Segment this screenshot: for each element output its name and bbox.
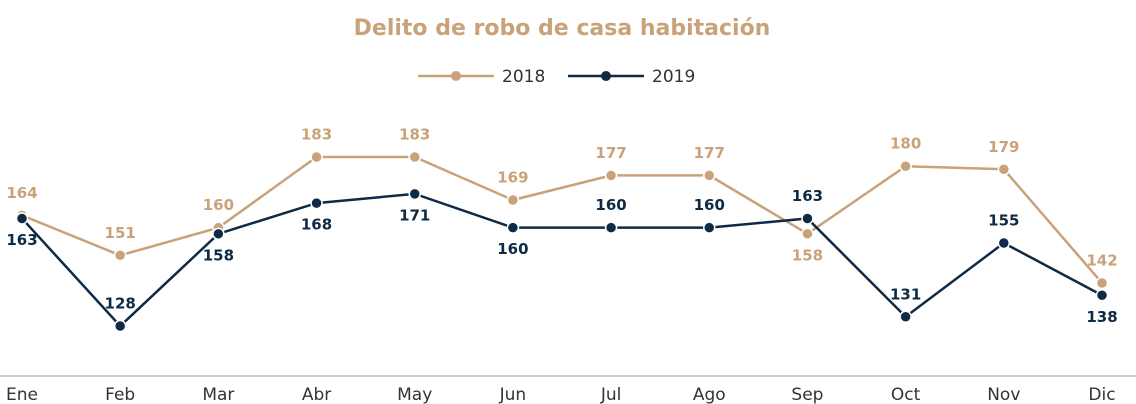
x-tick-label: Abr [302,385,331,404]
point [604,221,618,234]
data-label: 155 [988,212,1019,230]
x-tick-label: May [397,385,432,404]
point [703,221,716,234]
data-label: 160 [497,240,528,258]
x-tick-label: Oct [891,385,921,404]
x-tick-label: Feb [105,385,135,404]
data-label: 163 [6,231,37,249]
data-label: 158 [792,246,823,264]
point [310,150,323,164]
x-tick-label: Ene [6,385,38,404]
point [604,169,618,182]
point [899,310,912,324]
data-label: 142 [1086,251,1117,269]
point [212,227,225,241]
data-label: 183 [399,126,430,144]
data-label: 160 [203,196,234,214]
point [801,227,814,241]
data-label: 168 [301,216,332,234]
point [113,319,127,333]
point [997,163,1011,176]
point [506,221,520,234]
x-tick-label: Ago [693,385,726,404]
data-label: 160 [694,196,725,214]
series-line [21,155,1103,284]
data-label: 138 [1086,308,1117,326]
chart-title: Delito de robo de casa habitación [354,16,771,41]
data-label: 169 [497,169,528,187]
x-tick-label: Jul [600,385,622,404]
point [310,196,323,210]
legend-marker [601,71,611,81]
point [15,212,29,225]
x-tick-label: Jun [499,385,527,404]
series-line [21,192,1103,328]
data-label: 171 [399,206,430,224]
data-label: 160 [595,196,626,214]
data-label: 158 [203,246,234,264]
legend-label: 2018 [502,67,545,87]
data-label: 177 [694,144,725,162]
point [1095,289,1109,302]
data-label: 131 [890,285,921,303]
data-label: 179 [988,138,1019,156]
x-tick-label: Dic [1088,385,1115,404]
data-label: 151 [105,224,136,242]
legend-marker [451,71,461,81]
x-tick-label: Nov [987,385,1020,404]
point [506,193,520,207]
data-label: 164 [6,184,37,202]
legend-label: 2019 [652,67,695,87]
point [408,150,421,164]
data-label: 180 [890,135,921,153]
point [113,249,127,262]
point [703,169,716,182]
x-tick-label: Sep [791,385,823,404]
point [899,159,912,173]
data-label: 163 [792,187,823,205]
data-label: 183 [301,126,332,144]
point [997,236,1011,250]
x-tick-label: Mar [202,385,234,404]
data-label: 128 [105,295,136,313]
point [1095,276,1109,290]
point [801,212,814,225]
data-label: 177 [595,144,626,162]
point [408,187,421,201]
